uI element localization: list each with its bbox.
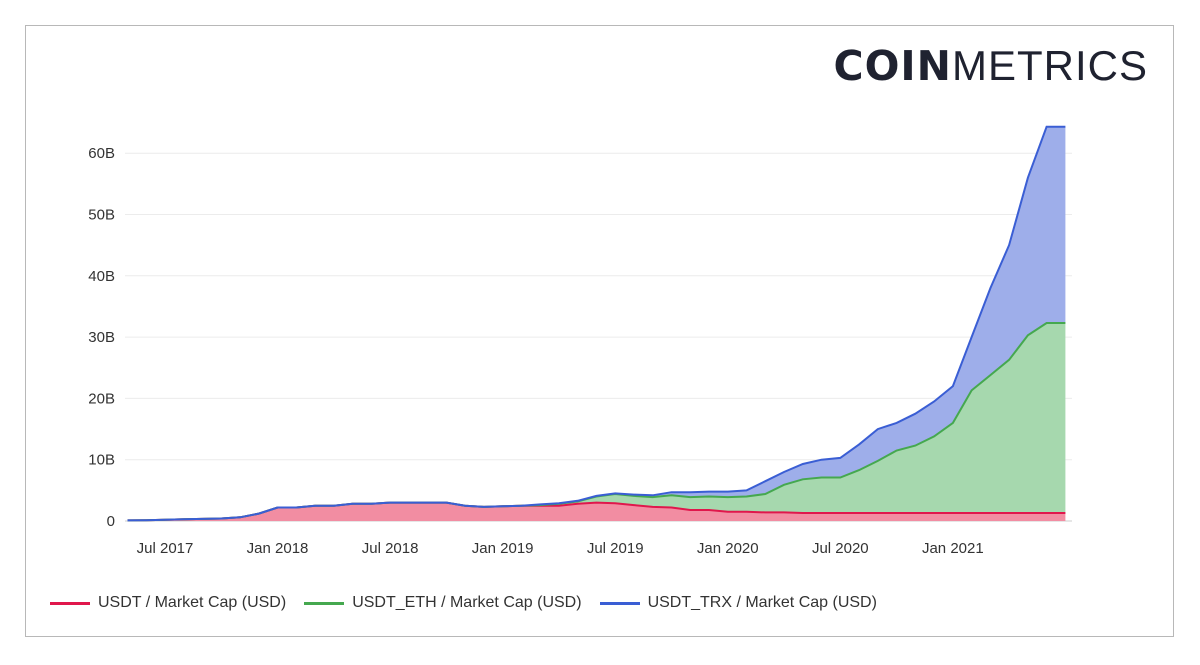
legend-label: USDT_ETH / Market Cap (USD) xyxy=(352,594,582,611)
coinmetrics-logo: COINMETRICS xyxy=(833,42,1148,90)
chart-frame xyxy=(25,25,1174,637)
x-tick-label: Jan 2020 xyxy=(697,540,759,557)
x-tick-label: Jan 2019 xyxy=(472,540,534,557)
x-tick-label: Jul 2018 xyxy=(362,540,419,557)
legend-label: USDT_TRX / Market Cap (USD) xyxy=(647,594,877,611)
y-tick-label: 0 xyxy=(107,513,115,530)
y-tick-label: 40B xyxy=(88,268,115,285)
x-tick-label: Jul 2019 xyxy=(587,540,644,557)
legend-swatch xyxy=(599,601,640,605)
y-tick-label: 50B xyxy=(88,207,115,224)
legend-item-0[interactable]: USDT / Market Cap (USD) xyxy=(50,594,286,612)
legend: USDT / Market Cap (USD) USDT_ETH / Market… xyxy=(50,594,877,612)
y-tick-label: 10B xyxy=(88,452,115,469)
legend-swatch xyxy=(304,601,345,605)
logo-light: METRICS xyxy=(952,42,1148,89)
legend-item-1[interactable]: USDT_ETH / Market Cap (USD) xyxy=(304,594,582,612)
line-series-2 xyxy=(127,125,1066,522)
x-tick-label: Jan 2018 xyxy=(247,540,309,557)
y-tick-label: 20B xyxy=(88,390,115,407)
y-tick-label: 60B xyxy=(88,145,115,162)
area-series-0 xyxy=(127,502,1066,521)
logo-bold: COIN xyxy=(833,42,952,90)
y-tick-label: 30B xyxy=(88,329,115,346)
legend-swatch xyxy=(50,601,90,605)
area-series-1 xyxy=(127,323,1066,521)
x-tick-label: Jul 2017 xyxy=(137,540,194,557)
legend-item-2[interactable]: USDT_TRX / Market Cap (USD) xyxy=(599,594,877,612)
x-tick-label: Jul 2020 xyxy=(812,540,869,557)
legend-label: USDT / Market Cap (USD) xyxy=(98,594,287,611)
x-tick-label: Jan 2021 xyxy=(922,540,984,557)
